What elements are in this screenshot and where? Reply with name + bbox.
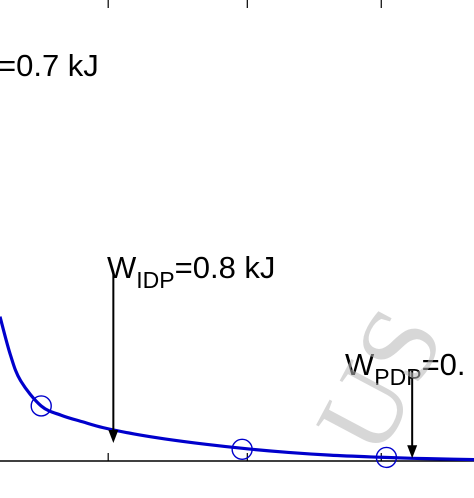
- annotation-top-energy: =0.7 kJ: [0, 50, 99, 81]
- series-line: [0, 316, 474, 462]
- chart-plot-area: [0, 0, 474, 469]
- annotation-top-text: =0.7 kJ: [0, 48, 99, 83]
- data-point-2: [375, 446, 398, 469]
- annotation-idp-energy: WIDP=0.8 kJ: [107, 250, 276, 292]
- chart-x-ticks: [107, 0, 382, 461]
- arrow-head-idp: [108, 429, 119, 443]
- annotation-pdp-value: =0.: [421, 347, 466, 382]
- chart-markers: [30, 395, 398, 469]
- chart-arrows: [108, 271, 418, 459]
- annotation-idp-value: =0.8 kJ: [174, 250, 276, 285]
- annotation-pdp-energy: WPDP=0.: [345, 347, 466, 389]
- annotation-pdp-subscript: PDP: [374, 364, 422, 390]
- chart-series: [0, 316, 474, 462]
- data-point-0: [30, 395, 52, 417]
- arrow-head-pdp: [407, 445, 418, 459]
- annotation-idp-subscript: IDP: [136, 267, 175, 293]
- data-point-1: [231, 438, 253, 460]
- annotation-pdp-w: W: [345, 347, 375, 382]
- annotation-idp-w: W: [107, 250, 137, 285]
